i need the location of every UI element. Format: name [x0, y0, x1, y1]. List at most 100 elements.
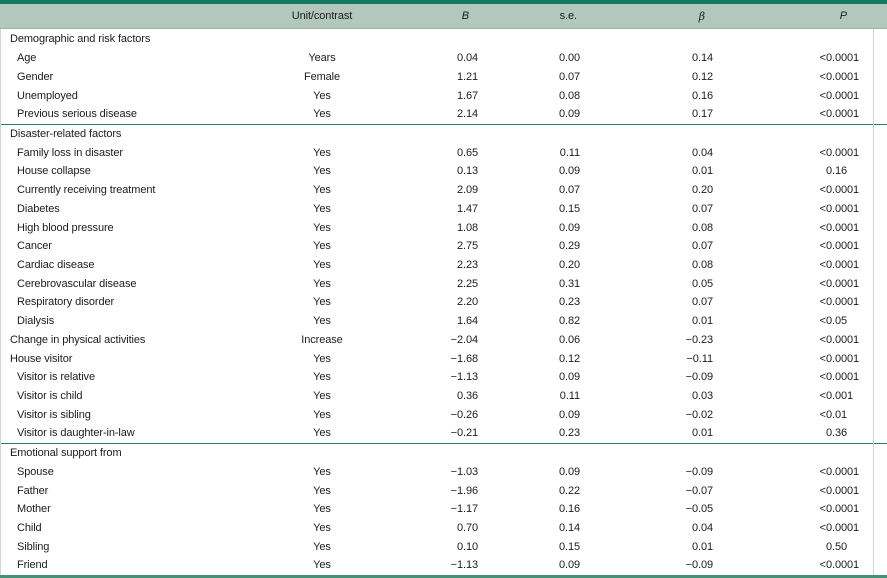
p-value: <0.0001 — [713, 485, 887, 497]
beta-value: 0.01 — [691, 427, 713, 440]
p-value-integer-part: <0 — [819, 202, 832, 215]
table-row: Visitor is relative Yes −1.13 0.09 −0.09 <0.0… — [0, 368, 887, 387]
section-header-row: Disaster-related factors — [0, 123, 887, 144]
se-value: 0.09 — [558, 165, 580, 178]
unit-contrast-value: Yes — [313, 371, 331, 384]
variable-label: Family loss in disaster — [17, 146, 123, 159]
p-value: <0.0001 — [713, 296, 887, 308]
b-value: −1.13 — [450, 371, 478, 384]
unit-contrast-value: Yes — [313, 559, 331, 572]
se-value: 0.09 — [558, 559, 580, 572]
se-value: 0.15 — [558, 540, 580, 553]
p-value: <0.0001 — [713, 371, 887, 383]
p-value-integer-part: <0 — [819, 296, 832, 309]
beta-value: −0.02 — [685, 408, 713, 421]
unit-contrast-value: Yes — [313, 427, 331, 440]
se-value: 0.11 — [559, 146, 580, 159]
b-value: −0.26 — [450, 408, 478, 421]
p-value-fraction-part: .0001 — [832, 333, 860, 346]
p-value-fraction-part: .16 — [832, 165, 847, 178]
beta-value: 0.08 — [691, 258, 713, 271]
b-value: 0.65 — [456, 146, 478, 159]
variable-label: Diabetes — [17, 202, 60, 215]
variable-label: High blood pressure — [17, 221, 114, 234]
table-row: Sibling Yes 0.10 0.15 0.01 0.50 — [0, 537, 887, 556]
unit-contrast-value: Yes — [313, 352, 331, 365]
p-value-fraction-part: .0001 — [832, 89, 860, 102]
se-value: 0.29 — [558, 240, 580, 253]
p-value-integer-part: <0 — [819, 108, 832, 121]
variable-label: Spouse — [17, 465, 54, 478]
beta-value: 0.01 — [691, 165, 713, 178]
unit-contrast-value: Yes — [313, 315, 331, 328]
variable-label: House collapse — [17, 165, 91, 178]
p-value: <0.01 — [713, 409, 887, 421]
p-value: <0.0001 — [713, 334, 887, 346]
table-row: Unemployed Yes 1.67 0.08 0.16 <0.0001 — [0, 86, 887, 105]
table-row: Change in physical activities Increase −2.… — [0, 331, 887, 350]
table-row: Visitor is child Yes 0.36 0.11 0.03 <0.001 — [0, 387, 887, 406]
p-value-integer-part: <0 — [819, 277, 832, 290]
table-row: Gender Female 1.21 0.07 0.12 <0.0001 — [0, 67, 887, 86]
beta-value: −0.11 — [686, 352, 713, 365]
variable-label: Dialysis — [17, 315, 55, 328]
section-title: Demographic and risk factors — [10, 33, 151, 46]
unit-contrast-value: Yes — [313, 108, 331, 121]
se-value: 0.22 — [558, 484, 580, 497]
unit-contrast-value: Yes — [313, 146, 331, 159]
p-value: 0.50 — [713, 541, 887, 553]
beta-value: 0.04 — [691, 522, 713, 535]
table-left-rule — [0, 29, 1, 575]
unit-contrast-value: Yes — [313, 503, 331, 516]
b-value: −0.21 — [450, 427, 478, 440]
p-value-fraction-part: .0001 — [832, 221, 860, 234]
se-value: 0.06 — [558, 333, 580, 346]
p-value: <0.0001 — [713, 71, 887, 83]
beta-value: −0.23 — [685, 333, 713, 346]
header-b-coefficient: B — [461, 10, 469, 22]
unit-contrast-value: Yes — [313, 390, 331, 403]
header-beta: β — [698, 9, 705, 23]
p-value: <0.0001 — [713, 353, 887, 365]
table-row: Mother Yes −1.17 0.16 −0.05 <0.0001 — [0, 500, 887, 519]
p-value-integer-part: <0 — [819, 333, 832, 346]
p-value-integer-part: <0 — [819, 503, 832, 516]
p-value: <0.0001 — [713, 503, 887, 515]
p-value-fraction-part: .0001 — [832, 296, 860, 309]
b-value: 2.09 — [456, 184, 478, 197]
variable-label: Mother — [17, 503, 51, 516]
p-value-integer-part: <0 — [819, 465, 832, 478]
b-value: −1.13 — [450, 559, 478, 572]
section-title: Disaster-related factors — [10, 127, 122, 140]
section-title: Emotional support from — [10, 447, 122, 460]
b-value: −1.96 — [450, 484, 478, 497]
header-standard-error: s.e. — [559, 10, 577, 22]
table-row: House collapse Yes 0.13 0.09 0.01 0.16 — [0, 162, 887, 181]
p-value-fraction-part: .0001 — [832, 503, 860, 516]
se-value: 0.09 — [558, 221, 580, 234]
table-row: Previous serious disease Yes 2.14 0.09 0.17 <… — [0, 105, 887, 124]
p-value-fraction-part: .0001 — [832, 465, 860, 478]
beta-value: 0.12 — [691, 70, 713, 83]
beta-value: 0.05 — [691, 277, 713, 290]
b-value: 2.20 — [456, 296, 478, 309]
table-header-row: Unit/contrast B s.e. β P — [0, 4, 887, 29]
beta-value: −0.09 — [685, 559, 713, 572]
b-value: 1.21 — [456, 70, 478, 83]
beta-value: −0.09 — [685, 371, 713, 384]
unit-contrast-value: Yes — [313, 540, 331, 553]
b-value: 0.10 — [456, 540, 478, 553]
p-value: <0.0001 — [713, 184, 887, 196]
p-value: <0.0001 — [713, 522, 887, 534]
beta-value: 0.07 — [691, 296, 713, 309]
variable-label: Visitor is child — [17, 390, 83, 403]
p-value: <0.0001 — [713, 52, 887, 64]
p-value: 0.36 — [713, 427, 887, 439]
b-value: 1.67 — [456, 89, 478, 102]
p-value: <0.0001 — [713, 203, 887, 215]
p-value-fraction-part: .0001 — [832, 146, 860, 159]
beta-value: 0.01 — [691, 540, 713, 553]
table-row: Friend Yes −1.13 0.09 −0.09 <0.0001 — [0, 556, 887, 575]
p-value-integer-part: <0 — [819, 559, 832, 572]
unit-contrast-value: Female — [303, 70, 341, 83]
